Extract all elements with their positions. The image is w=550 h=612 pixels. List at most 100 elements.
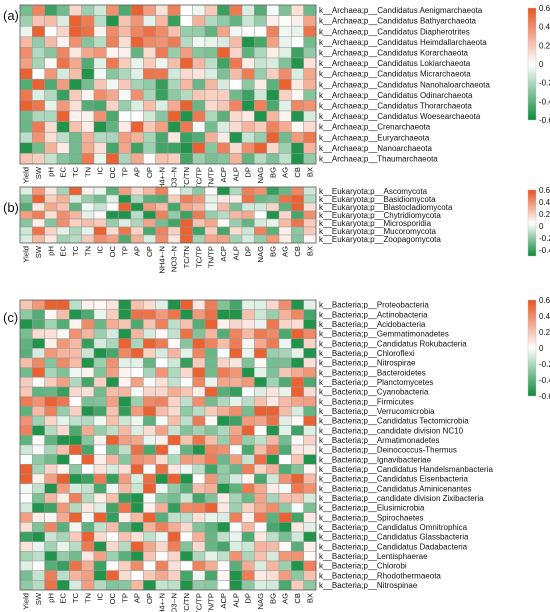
column-label: BG — [268, 246, 277, 257]
heatmap-cell — [167, 47, 181, 59]
heatmap-cell — [81, 309, 95, 320]
heatmap-cell — [229, 493, 243, 504]
heatmap-cell — [69, 210, 82, 220]
heatmap-cell — [118, 531, 132, 542]
heatmap-cell — [56, 531, 70, 542]
heatmap-cell — [118, 226, 132, 236]
heatmap-cell — [19, 131, 33, 144]
heatmap-cell — [56, 386, 70, 397]
heatmap-cell — [254, 25, 267, 38]
heatmap-cell — [69, 377, 82, 388]
heatmap-cell — [167, 357, 181, 368]
heatmap-cell — [204, 78, 218, 91]
heatmap-cell — [204, 425, 218, 436]
heatmap-cell — [19, 541, 33, 552]
heatmap-cell — [56, 502, 70, 513]
heatmap-cell — [118, 396, 132, 407]
heatmap-cell — [167, 57, 181, 69]
heatmap-cell — [93, 473, 107, 484]
row-label: k__Archaea;p__Candidatus Thorarchaeota — [319, 102, 472, 111]
heatmap-cell — [180, 560, 193, 571]
heatmap-cell — [192, 68, 206, 80]
heatmap-cell — [167, 210, 181, 220]
heatmap-cell — [118, 348, 132, 359]
heatmap-cell — [180, 25, 193, 38]
heatmap-cell — [19, 210, 33, 220]
heatmap-cell — [143, 121, 156, 133]
heatmap-cell — [278, 541, 292, 552]
heatmap-cell — [155, 153, 169, 165]
heatmap-cell — [204, 377, 218, 388]
heatmap-cell — [81, 226, 95, 236]
heatmap-cell — [155, 425, 169, 436]
heatmap-cell — [167, 435, 181, 446]
heatmap-cell — [266, 348, 280, 359]
heatmap-cell — [241, 367, 255, 378]
heatmap-cell — [130, 218, 144, 228]
heatmap-cell — [118, 299, 132, 310]
heatmap-cell — [192, 386, 206, 397]
heatmap-cell — [155, 4, 169, 16]
heatmap-cell — [180, 570, 193, 581]
column-label: TN/TP — [207, 167, 216, 189]
heatmap-cell — [69, 78, 82, 91]
heatmap-cell — [291, 444, 304, 455]
heatmap-cell — [278, 493, 292, 504]
row-label: k__Archaea;p__Candidatus Korarchaeota — [319, 49, 469, 58]
heatmap-cell — [19, 142, 33, 154]
heatmap-cell — [106, 121, 119, 133]
row-label: k__Archaea;p__Thaumarchaeota — [319, 155, 438, 164]
column-label: TC/TP — [194, 593, 203, 612]
heatmap-cell — [229, 100, 243, 112]
heatmap-cell — [56, 396, 70, 407]
heatmap-cell — [204, 194, 218, 204]
heatmap-cell — [180, 319, 193, 330]
heatmap-cell — [32, 328, 45, 339]
heatmap-cell — [278, 25, 292, 38]
heatmap-cell — [106, 131, 119, 144]
colorbar-tick-label: -0.6 — [539, 392, 550, 401]
heatmap-cell — [44, 454, 58, 465]
row-label: k__Bacteria;p__Candidatus Eisenbacteria — [319, 475, 469, 484]
heatmap-cell — [44, 309, 58, 320]
heatmap-cell — [69, 502, 82, 513]
heatmap-cell — [19, 338, 33, 349]
heatmap-cell — [266, 142, 280, 154]
heatmap-cell — [69, 415, 82, 426]
heatmap-cell — [229, 57, 243, 69]
heatmap-cell — [118, 406, 132, 417]
heatmap-cell — [254, 338, 267, 349]
heatmap-cell — [93, 202, 107, 212]
heatmap-cell — [155, 512, 169, 523]
heatmap-cell — [217, 218, 230, 228]
heatmap-cell — [32, 386, 45, 397]
heatmap-cell — [106, 348, 119, 359]
heatmap-cell — [180, 512, 193, 523]
heatmap-cell — [254, 425, 267, 436]
heatmap-cell — [130, 299, 144, 310]
heatmap-cell — [278, 309, 292, 320]
heatmap-cell — [241, 68, 255, 80]
heatmap-cell — [278, 444, 292, 455]
heatmap-cell — [143, 386, 156, 397]
row-label: k__Bacteria;p__Candidatus Handelsmanbact… — [319, 465, 493, 474]
heatmap-cell — [266, 522, 280, 533]
heatmap-cell — [118, 473, 132, 484]
heatmap-cell — [217, 57, 230, 69]
heatmap-cell — [81, 551, 95, 562]
heatmap-cell — [217, 425, 230, 436]
heatmap-cell — [278, 551, 292, 562]
heatmap-cell — [303, 483, 317, 494]
heatmap-cell — [130, 25, 144, 38]
heatmap-cell — [241, 473, 255, 484]
heatmap-cell — [229, 131, 243, 144]
heatmap-cell — [155, 531, 169, 542]
heatmap-cell — [229, 435, 243, 446]
heatmap-cell — [291, 386, 304, 397]
heatmap-cell — [130, 131, 144, 144]
heatmap-cell — [303, 142, 317, 154]
heatmap-cell — [106, 36, 119, 48]
heatmap-cell — [56, 142, 70, 154]
colorbar-tick-label: 0.2 — [539, 41, 550, 50]
heatmap-cell — [19, 493, 33, 504]
